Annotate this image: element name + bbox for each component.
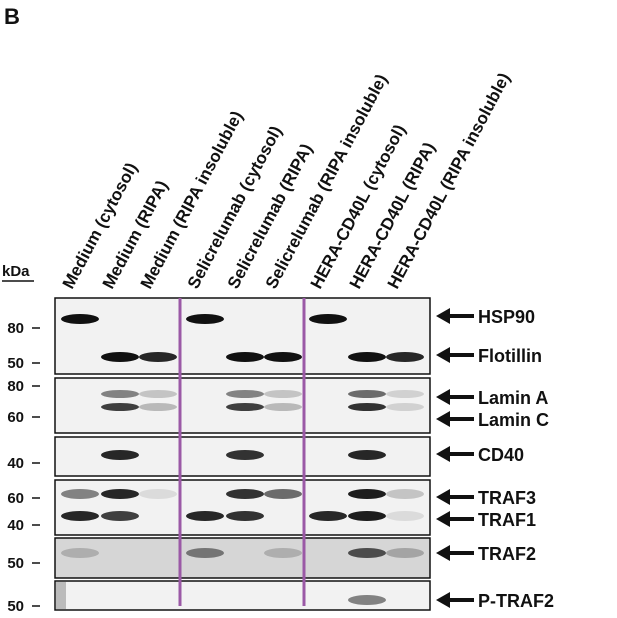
marker-label: 60 [7, 490, 24, 507]
band [386, 403, 424, 411]
band [101, 352, 139, 362]
band [386, 511, 424, 521]
protein-label: Flotillin [478, 346, 542, 366]
protein-label: P-TRAF2 [478, 591, 554, 611]
arrow-head [436, 545, 450, 561]
band [61, 511, 99, 521]
band [139, 403, 177, 411]
band [226, 352, 264, 362]
band [139, 352, 177, 362]
marker-label: 60 [7, 409, 24, 426]
protein-label: Lamin C [478, 410, 549, 430]
band [348, 548, 386, 558]
band [101, 450, 139, 460]
band [386, 352, 424, 362]
blot-panel [54, 537, 431, 579]
band [348, 489, 386, 499]
band [186, 314, 224, 324]
protein-label: TRAF2 [478, 544, 536, 564]
blot-panel [54, 479, 431, 536]
band [348, 450, 386, 460]
blot-edge [56, 582, 66, 609]
arrow-head [436, 446, 450, 462]
band [226, 450, 264, 460]
protein-label: HSP90 [478, 307, 535, 327]
blot-panel [54, 297, 431, 375]
marker-label: 50 [7, 555, 24, 572]
band [61, 314, 99, 324]
band [61, 489, 99, 499]
protein-label: CD40 [478, 445, 524, 465]
band [186, 548, 224, 558]
marker-label: 40 [7, 517, 24, 534]
band [139, 390, 177, 398]
band [386, 548, 424, 558]
arrow-head [436, 308, 450, 324]
protein-label: Lamin A [478, 388, 548, 408]
band [101, 511, 139, 521]
band [226, 403, 264, 411]
band [309, 314, 347, 324]
band [101, 390, 139, 398]
band [348, 390, 386, 398]
band [61, 548, 99, 558]
band [226, 489, 264, 499]
band [139, 489, 177, 499]
band [264, 390, 302, 398]
arrow-head [436, 389, 450, 405]
arrow-head [436, 489, 450, 505]
band [264, 548, 302, 558]
band [386, 390, 424, 398]
marker-label: 50 [7, 598, 24, 615]
band [348, 511, 386, 521]
band [348, 352, 386, 362]
band [348, 595, 386, 605]
band [226, 390, 264, 398]
marker-label: 50 [7, 355, 24, 372]
arrow-head [436, 411, 450, 427]
band [101, 403, 139, 411]
band [264, 403, 302, 411]
band [386, 489, 424, 499]
arrow-head [436, 592, 450, 608]
marker-label: 40 [7, 455, 24, 472]
panel-label: B [4, 4, 20, 29]
band [264, 352, 302, 362]
arrow-head [436, 511, 450, 527]
arrow-head [436, 347, 450, 363]
band [101, 489, 139, 499]
band [226, 511, 264, 521]
marker-label: 80 [7, 320, 24, 337]
marker-label: 80 [7, 378, 24, 395]
protein-label: TRAF3 [478, 488, 536, 508]
kda-label: kDa [2, 263, 30, 280]
blot-panel [54, 580, 431, 611]
band [348, 403, 386, 411]
band [264, 489, 302, 499]
band [309, 511, 347, 521]
band [186, 511, 224, 521]
protein-label: TRAF1 [478, 510, 536, 530]
